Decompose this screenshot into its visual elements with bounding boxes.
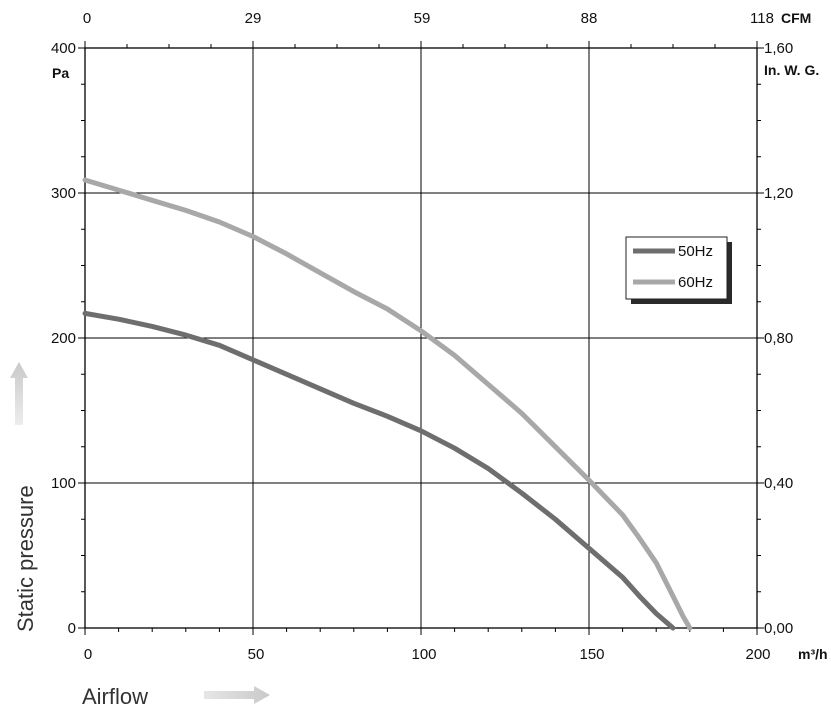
y-axis-right: 0,00 0,40 0,80 1,20 1,60 In. W. G.	[764, 40, 819, 637]
y-tick-label: 300	[51, 185, 76, 202]
x-tick-label: 200	[745, 646, 770, 663]
y-tick-label: 100	[51, 475, 76, 492]
x-unit-label: m³/h	[798, 646, 828, 662]
x-axis-top: 0 29 59 88 118 CFM	[83, 10, 812, 27]
x-tick-label: 0	[84, 646, 92, 663]
legend-label: 50Hz	[678, 243, 713, 260]
x2-tick-label: 118	[750, 10, 774, 27]
legend-label: 60Hz	[678, 274, 713, 291]
legend: 50Hz 60Hz	[625, 236, 732, 304]
x-axis-title: Airflow	[82, 684, 148, 709]
x2-tick-label: 0	[83, 10, 91, 27]
x-axis-title-group: Airflow	[82, 684, 270, 709]
right-arrow-icon	[204, 686, 270, 704]
series-line-50hz	[82, 310, 676, 631]
x2-unit-label: CFM	[781, 10, 811, 26]
y2-tick-label: 0,40	[764, 475, 793, 492]
y-axis-left: 0 100 200 300 400 Pa	[51, 40, 76, 637]
y2-unit-label: In. W. G.	[764, 62, 819, 78]
y2-tick-label: 0,80	[764, 330, 793, 347]
x-axis-bottom: 0 50 100 150 200 m³/h	[84, 646, 828, 663]
y-tick-label: 400	[51, 40, 76, 57]
y-axis-title: Static pressure	[13, 485, 38, 632]
x-tick-label: 100	[411, 646, 436, 663]
y2-tick-label: 1,60	[764, 40, 793, 57]
x2-tick-label: 59	[414, 10, 431, 27]
y-tick-label: 0	[68, 620, 76, 637]
x-tick-label: 50	[248, 646, 265, 663]
x-tick-label: 150	[579, 646, 604, 663]
y2-tick-label: 1,20	[764, 185, 793, 202]
grid	[85, 48, 757, 628]
up-arrow-icon	[10, 362, 28, 425]
series-layer	[82, 177, 693, 631]
axis-ticks	[78, 41, 764, 635]
legend-box	[625, 236, 728, 300]
y-unit-label: Pa	[52, 65, 69, 81]
y2-tick-label: 0,00	[764, 620, 793, 637]
series-line-60hz	[82, 177, 693, 631]
x2-tick-label: 88	[581, 10, 598, 27]
plot-frame	[84, 47, 758, 629]
x2-tick-label: 29	[245, 10, 262, 27]
y-axis-title-group: Static pressure	[10, 362, 38, 632]
y-tick-label: 200	[51, 330, 76, 347]
